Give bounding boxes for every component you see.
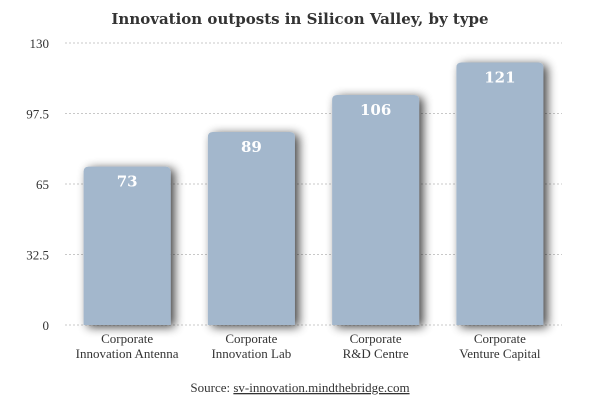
x-category-label: Innovation Antenna [76, 346, 179, 361]
data-label: 89 [241, 138, 262, 156]
y-axis-ticks: 0 32.5 65 97.5 130 [26, 36, 49, 333]
y-tick-label: 65 [36, 177, 49, 192]
x-category-label: Corporate [350, 331, 402, 346]
x-category-label: R&D Centre [343, 346, 409, 361]
x-category-label: Venture Capital [459, 346, 541, 361]
chart-title: Innovation outposts in Silicon Valley, b… [111, 10, 488, 28]
y-tick-label: 0 [43, 318, 50, 333]
data-label: 121 [484, 69, 515, 87]
x-category-label: Corporate [225, 331, 277, 346]
y-tick-label: 97.5 [26, 107, 49, 122]
data-label: 106 [360, 101, 391, 119]
x-category-label: Corporate [101, 331, 153, 346]
data-label: 73 [117, 173, 138, 191]
bars: 73 89 106 121 [83, 62, 544, 326]
source-prefix: Source: [190, 380, 233, 395]
source-note: Source: sv-innovation.mindthebridge.com [190, 380, 409, 395]
bar [83, 166, 171, 325]
bar [332, 95, 420, 325]
y-tick-label: 32.5 [26, 248, 49, 263]
y-tick-label: 130 [30, 36, 50, 51]
bar [207, 131, 295, 325]
source-link[interactable]: sv-innovation.mindthebridge.com [233, 380, 409, 395]
x-category-label: Innovation Lab [211, 346, 291, 361]
gridlines [65, 42, 562, 326]
x-category-label: Corporate [474, 331, 526, 346]
bar [456, 62, 544, 326]
